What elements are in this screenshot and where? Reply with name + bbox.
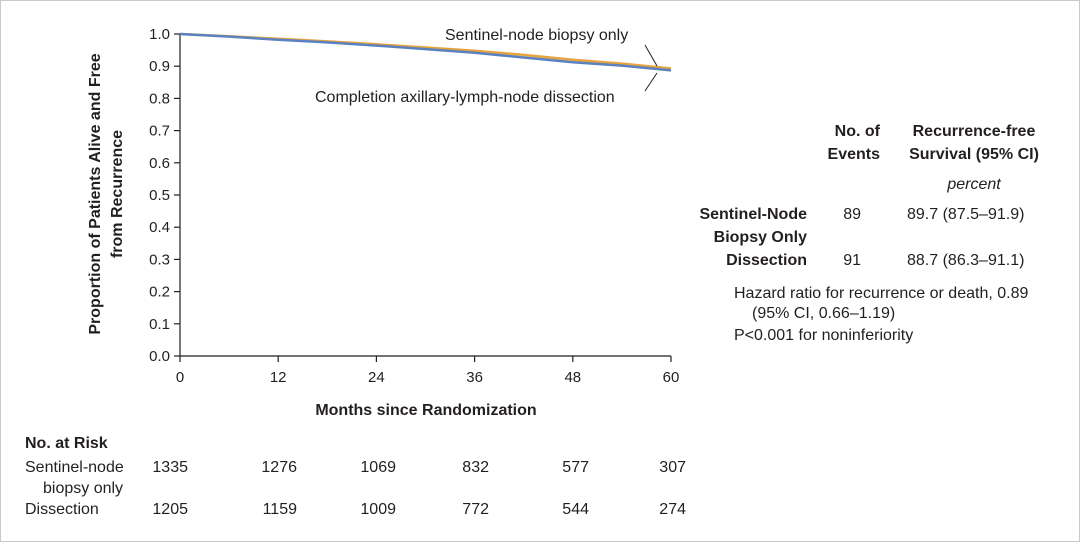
survival-value: 88.7 (86.3–91.1)	[907, 252, 1025, 269]
risk-value: 1069	[360, 459, 396, 476]
risk-value: 577	[562, 459, 589, 476]
annotation-dissection-leader	[644, 72, 658, 92]
events-value: 91	[843, 252, 861, 269]
series-line-dissection	[179, 32, 672, 72]
x-tick-label: 60	[663, 369, 680, 386]
y-tick-label: 0.8	[149, 90, 170, 107]
risk-value: 307	[659, 459, 686, 476]
risk-row-label: Sentinel-node	[25, 459, 124, 476]
y-axis-title-line1: Proportion of Patients Alive and Free	[87, 53, 104, 334]
risk-value: 832	[462, 459, 489, 476]
events-header: No. of	[834, 123, 880, 140]
annotation-sentinel: Sentinel-node biopsy only	[445, 27, 628, 44]
annotation-sentinel-leader	[644, 44, 658, 67]
risk-value: 772	[462, 501, 489, 518]
risk-value: 1205	[152, 501, 188, 518]
y-tick-label: 0.3	[149, 251, 170, 268]
y-tick-label: 1.0	[149, 26, 170, 43]
y-axis-title-line2: from Recurrence	[109, 130, 126, 258]
y-tick-label: 0.1	[149, 316, 170, 333]
survival-curves	[179, 32, 672, 72]
risk-value: 544	[562, 501, 589, 518]
risk-row-label: biopsy only	[43, 480, 124, 497]
p-value-note: P<0.001 for noninferiority	[734, 327, 914, 344]
x-tick-label: 12	[270, 369, 287, 386]
results-row-label: Biopsy Only	[713, 229, 807, 246]
risk-row-label: Dissection	[25, 501, 99, 518]
y-tick-label: 0.4	[149, 219, 170, 236]
ci-note: (95% CI, 0.66–1.19)	[752, 305, 896, 322]
y-tick-label: 0.7	[149, 123, 170, 140]
hazard-ratio-note: Hazard ratio for recurrence or death, 0.…	[734, 285, 1029, 302]
axes	[179, 34, 671, 357]
units-label: percent	[947, 176, 1001, 193]
y-tick-label: 0.9	[149, 58, 170, 75]
x-axis-ticks: 0 12 24 36 48 60	[176, 356, 680, 386]
survival-header: Recurrence-free	[912, 123, 1036, 140]
risk-value: 274	[659, 501, 686, 518]
y-axis-ticks: 0.0 0.1 0.2 0.3 0.4 0.5 0.6 0.7 0.8 0.9 1.0	[149, 26, 180, 365]
survival-value: 89.7 (87.5–91.9)	[907, 206, 1025, 223]
risk-value: 1335	[152, 459, 188, 476]
y-tick-label: 0.6	[149, 155, 170, 172]
risk-table-title: No. at Risk	[25, 435, 108, 452]
results-row-label: Dissection	[726, 252, 807, 269]
y-tick-label: 0.5	[149, 187, 170, 204]
events-value: 89	[843, 206, 861, 223]
x-tick-label: 24	[368, 369, 385, 386]
x-tick-label: 0	[176, 369, 184, 386]
y-tick-label: 0.2	[149, 284, 170, 301]
results-row-label: Sentinel-Node	[699, 206, 807, 223]
risk-value: 1276	[261, 459, 297, 476]
x-tick-label: 36	[466, 369, 483, 386]
x-axis-title: Months since Randomization	[315, 402, 536, 419]
y-tick-label: 0.0	[149, 348, 170, 365]
risk-value: 1009	[360, 501, 396, 518]
events-header: Events	[827, 146, 880, 163]
annotation-dissection: Completion axillary-lymph-node dissectio…	[315, 89, 615, 106]
survival-header: Survival (95% CI)	[909, 146, 1039, 163]
x-tick-label: 48	[564, 369, 581, 386]
risk-value: 1159	[262, 501, 297, 518]
